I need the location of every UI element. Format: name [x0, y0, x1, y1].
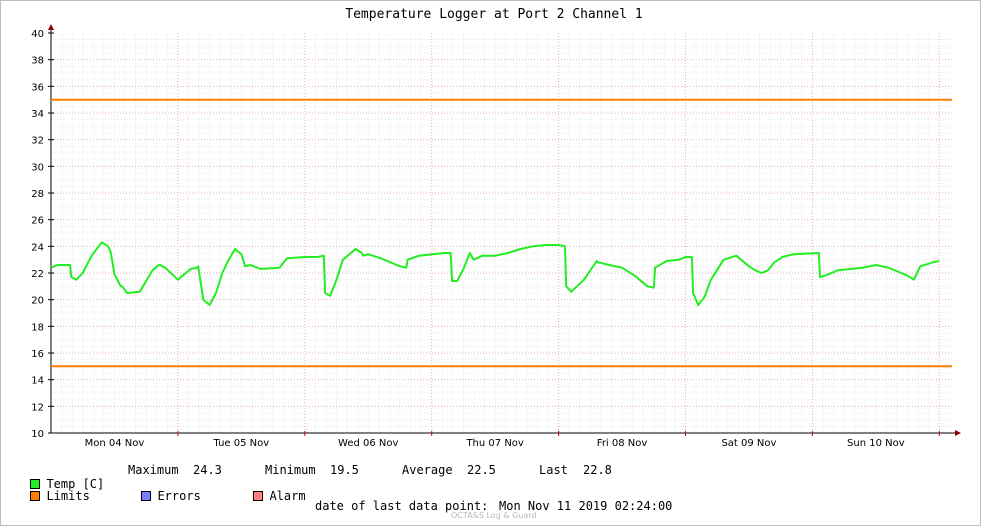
- x-tick-label: Tue 05 Nov: [213, 438, 270, 449]
- y-tick-label: 16: [31, 349, 44, 360]
- y-tick-label: 30: [31, 162, 44, 173]
- legend-row-limits: Limits: [16, 475, 90, 503]
- y-tick-label: 36: [31, 82, 44, 93]
- last-data-point-label: date of last data point:: [315, 499, 489, 513]
- x-tick-label: Sun 10 Nov: [847, 438, 905, 449]
- x-axis-arrow: [955, 430, 961, 436]
- y-tick-label: 38: [31, 56, 44, 67]
- stat-last-value: 22.8: [583, 463, 612, 477]
- stat-maximum-value: 24.3: [193, 463, 222, 477]
- y-tick-label: 26: [31, 216, 44, 227]
- legend-row-errors: Errors: [127, 475, 201, 503]
- x-tick-label: Thu 07 Nov: [465, 438, 523, 449]
- legend-label-alarm: Alarm: [269, 489, 306, 503]
- legend-row-alarm: Alarm: [239, 475, 306, 503]
- y-tick-label: 24: [31, 242, 44, 253]
- credit-watermark: OCTA&S Log & Guard: [451, 511, 537, 520]
- x-tick-label: Fri 08 Nov: [597, 438, 648, 449]
- x-tick-label: Mon 04 Nov: [85, 438, 145, 449]
- legend-label-limits: Limits: [46, 489, 90, 503]
- y-tick-label: 32: [31, 136, 44, 147]
- legend-swatch-errors: [141, 491, 152, 501]
- legend-swatch-temp: [30, 479, 41, 489]
- stat-last-label: Last: [539, 463, 568, 477]
- y-tick-label: 14: [31, 376, 44, 387]
- legend-swatch-alarm: [253, 491, 264, 501]
- y-tick-label: 10: [31, 429, 44, 440]
- y-axis-arrow: [48, 24, 54, 30]
- last-data-point-value: Mon Nov 11 2019 02:24:00: [499, 499, 673, 513]
- legend-row-temp: Temp [C]: [16, 463, 104, 491]
- legend-label-temp: Temp [C]: [46, 477, 105, 491]
- y-tick-label: 28: [31, 189, 44, 200]
- stat-maximum-label: Maximum: [128, 463, 179, 477]
- x-tick-label: Wed 06 Nov: [338, 438, 398, 449]
- series-layer: [50, 98, 952, 368]
- y-tick-label: 34: [31, 109, 44, 120]
- legend-swatch-limits: [30, 491, 41, 501]
- x-tick-label: Sat 09 Nov: [721, 438, 776, 449]
- y-tick-label: 12: [31, 402, 44, 413]
- y-tick-label: 18: [31, 322, 44, 333]
- y-tick-label: 22: [31, 269, 44, 280]
- y-tick-label: 20: [31, 296, 44, 307]
- y-tick-label: 40: [31, 29, 44, 40]
- stat-minimum-value: 19.5: [330, 463, 359, 477]
- tick-labels: 10 12 14 16 18 20 22 24 26 28 30 32 34 36 38 40 Mon 04 N…: [31, 29, 904, 449]
- chart-title: Temperature Logger at Port 2 Channel 1: [345, 7, 642, 22]
- stat-average-label: Average: [402, 463, 453, 477]
- series-line-temp: [50, 241, 940, 306]
- stat-average-value: 22.5: [467, 463, 496, 477]
- legend-label-errors: Errors: [157, 489, 201, 503]
- stat-minimum-label: Minimum: [265, 463, 316, 477]
